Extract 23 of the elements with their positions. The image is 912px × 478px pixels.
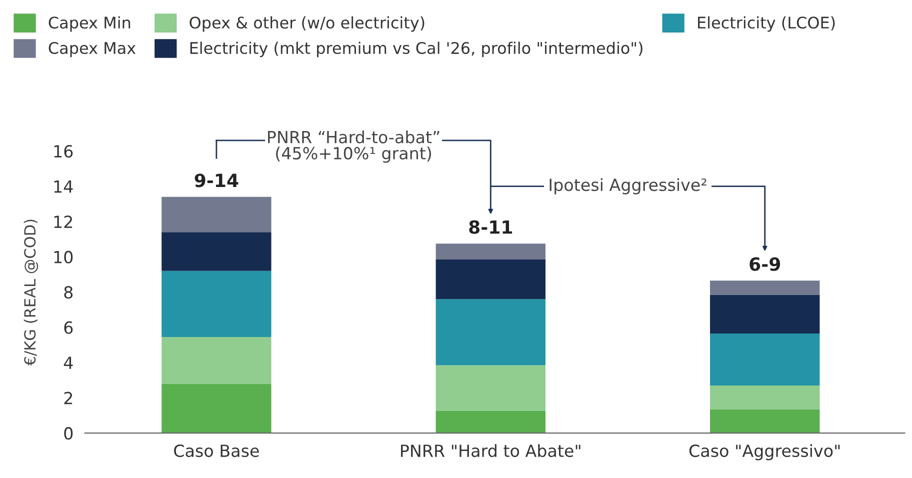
x-tick-label: Caso "Aggressivo" bbox=[689, 444, 840, 460]
y-tick-label: 14 bbox=[54, 180, 73, 193]
y-tick-label: 8 bbox=[64, 286, 73, 299]
y-tick-label: 6 bbox=[64, 321, 73, 334]
legend-label: Opex & other (w/o electricity) bbox=[190, 16, 424, 32]
y-tick-label: 0 bbox=[64, 427, 73, 440]
total-label: 9-14 bbox=[194, 174, 238, 188]
y-tick-label: 12 bbox=[54, 216, 72, 228]
y-tick-label: 16 bbox=[54, 145, 73, 158]
y-tick-label: 4 bbox=[64, 356, 73, 369]
x-tick-label: PNRR "Hard to Abate" bbox=[401, 444, 580, 458]
legend-label: Capex Max bbox=[48, 42, 136, 58]
annotation: Ipotesi Aggressive² bbox=[550, 178, 706, 194]
x-tick-label: Caso Base bbox=[174, 444, 259, 458]
legend-label: Electricity (LCOE) bbox=[698, 16, 835, 32]
y-tick-label: 2 bbox=[64, 392, 72, 404]
total-label: 6-9 bbox=[750, 257, 780, 271]
total-label: 8-11 bbox=[469, 220, 512, 234]
y-axis-title: €/KG (REAL @COD) bbox=[24, 220, 38, 366]
legend-label: Electricity (mkt premium vs Cal '26, profilo "intermedio") bbox=[190, 42, 642, 58]
y-tick-label: 10 bbox=[54, 250, 73, 264]
legend-label: Capex Min bbox=[48, 16, 130, 32]
annotation: PNRR “Hard-to-abat” (45%+10%¹ grant) bbox=[268, 130, 440, 163]
